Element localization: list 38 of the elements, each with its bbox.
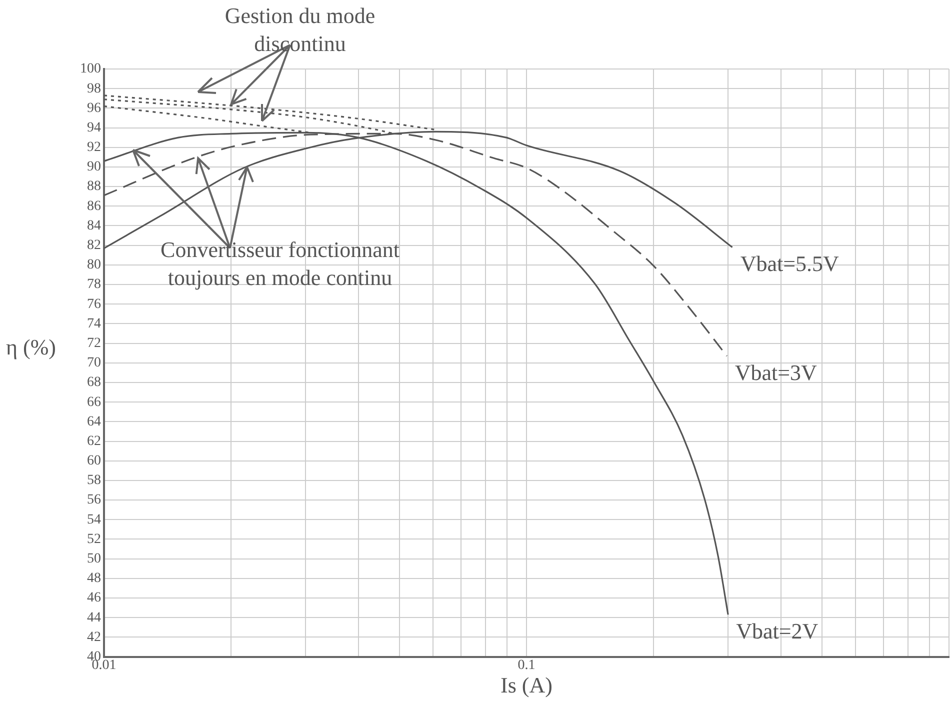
y-tick-label: 84 <box>87 218 101 234</box>
y-tick-label: 62 <box>87 434 101 449</box>
x-axis-title: Is (A) <box>500 672 552 698</box>
x-tick-label: 0.1 <box>518 658 536 673</box>
y-tick-label: 58 <box>87 473 101 488</box>
series-label: Vbat=3V <box>734 360 818 385</box>
y-tick-label: 80 <box>87 258 101 273</box>
y-tick-label: 68 <box>87 375 101 390</box>
y-tick-label: 66 <box>87 394 101 410</box>
y-tick-label: 48 <box>87 571 101 586</box>
y-tick-label: 64 <box>87 414 101 430</box>
y-tick-label: 44 <box>87 610 101 626</box>
annotation: Convertisseur fonctionnant toujours en mode continu <box>160 236 400 292</box>
y-tick-label: 78 <box>87 277 101 292</box>
y-tick-label: 90 <box>87 160 101 175</box>
y-tick-label: 86 <box>87 198 101 214</box>
y-tick-label: 94 <box>87 120 101 136</box>
y-tick-label: 96 <box>87 100 101 116</box>
y-tick-label: 56 <box>87 492 101 508</box>
y-tick-label: 76 <box>87 296 101 312</box>
y-tick-label: 50 <box>87 552 101 567</box>
y-tick-label: 52 <box>87 532 101 547</box>
y-tick-label: 42 <box>87 630 101 645</box>
series-label: Vbat=2V <box>736 618 818 644</box>
y-tick-label: 82 <box>87 238 101 254</box>
y-axis-title: η (%) <box>6 334 56 360</box>
y-tick-label: 70 <box>87 356 101 371</box>
annotation: Gestion du mode discontinu <box>224 2 376 58</box>
y-tick-label: 74 <box>87 316 101 332</box>
y-tick-label: 88 <box>87 179 101 194</box>
y-tick-label: 92 <box>87 140 101 156</box>
y-tick-label: 60 <box>87 454 101 469</box>
y-tick-label: 46 <box>87 590 101 606</box>
y-tick-label: 100 <box>80 62 101 77</box>
y-tick-label: 98 <box>87 81 101 96</box>
y-tick-label: 72 <box>87 336 101 351</box>
y-tick-label: 54 <box>87 512 101 528</box>
series-label: Vbat=5.5V <box>740 251 839 276</box>
